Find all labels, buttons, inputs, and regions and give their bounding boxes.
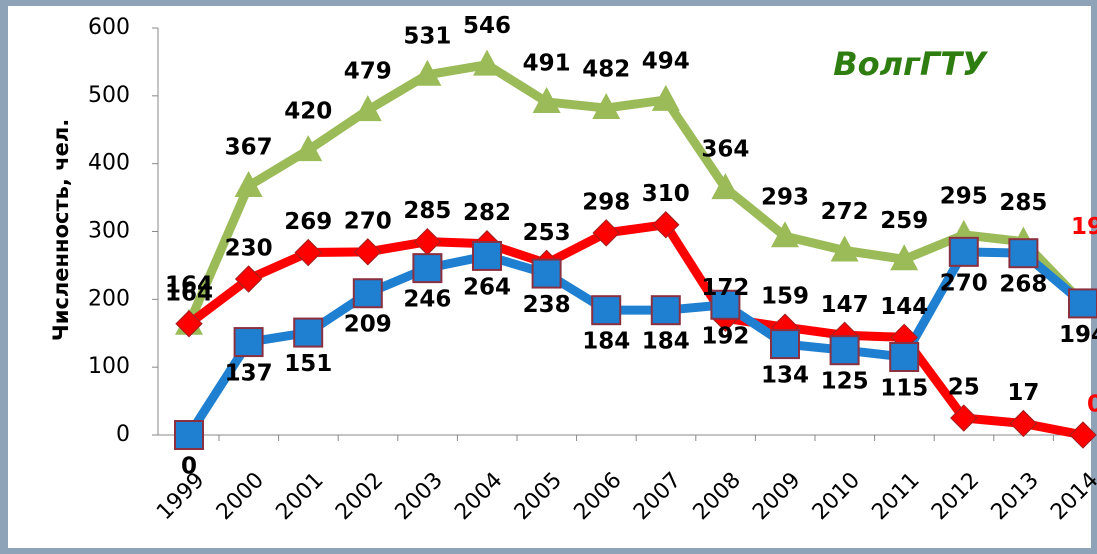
y-tick-label: 600 (88, 15, 130, 40)
point (472, 240, 502, 271)
data-label: 264 (463, 274, 511, 300)
point (650, 295, 681, 326)
y-tick-label: 0 (116, 422, 130, 447)
data-label: 310 (642, 181, 690, 207)
data-label: 144 (880, 294, 928, 320)
data-label: 125 (821, 369, 869, 395)
data-label: 367 (225, 135, 273, 161)
data-label: 0 (181, 454, 197, 480)
point (890, 244, 919, 271)
data-label: 209 (344, 312, 392, 338)
point (711, 173, 740, 200)
data-label: 164 (165, 272, 213, 298)
data-label: 282 (463, 200, 511, 226)
data-label: 192 (701, 323, 749, 349)
point (352, 278, 383, 309)
point (889, 341, 920, 372)
data-label: 285 (403, 198, 451, 224)
data-label: 134 (761, 363, 809, 389)
data-label: 295 (940, 183, 988, 209)
point (294, 238, 322, 267)
point (354, 238, 382, 266)
data-label: 172 (701, 275, 749, 301)
point (1009, 409, 1038, 438)
data-label: 531 (403, 23, 451, 49)
data-label: 17 (1007, 380, 1039, 406)
point (1068, 288, 1097, 319)
data-label: 269 (284, 209, 332, 235)
point (950, 404, 978, 432)
data-label: 482 (582, 57, 630, 83)
point (652, 211, 680, 239)
data-label: 159 (761, 284, 809, 310)
y-tick-label: 500 (88, 83, 130, 108)
chart-title: ВолгГТУ (833, 45, 988, 83)
data-label: 230 (225, 235, 273, 261)
point (710, 289, 741, 320)
data-label: 194 (1071, 214, 1097, 240)
data-label: 546 (463, 13, 511, 39)
point (353, 95, 382, 122)
point (771, 221, 799, 248)
data-label: 494 (642, 48, 690, 74)
data-label: 364 (701, 137, 749, 163)
point (532, 86, 561, 113)
point (175, 310, 203, 338)
point (1069, 421, 1097, 449)
data-label: 285 (999, 190, 1047, 216)
data-label: 194 (1059, 322, 1097, 348)
point (413, 59, 442, 86)
point (531, 258, 562, 289)
series-line (185, 247, 1086, 438)
data-label: 184 (582, 329, 630, 355)
data-label: 137 (225, 361, 273, 387)
point (473, 49, 501, 76)
point (234, 265, 263, 293)
point (651, 84, 680, 111)
point (591, 295, 622, 326)
point (948, 236, 979, 267)
point (234, 171, 263, 198)
point (1008, 238, 1039, 269)
point (174, 420, 204, 450)
data-label: 184 (642, 329, 690, 355)
y-tick-label: 100 (88, 354, 130, 379)
data-label: 0 (1087, 392, 1097, 418)
point (233, 327, 264, 358)
point (830, 235, 859, 262)
point (293, 317, 324, 348)
y-tick-label: 200 (88, 286, 130, 311)
series-line (184, 60, 1087, 326)
data-label: 253 (523, 220, 571, 246)
data-label: 420 (284, 99, 332, 125)
data-label: 151 (284, 351, 332, 377)
data-label: 246 (403, 287, 451, 313)
data-label: 270 (344, 208, 392, 234)
data-label: 115 (880, 375, 928, 401)
point (412, 253, 443, 284)
data-label: 293 (761, 185, 809, 211)
data-label: 270 (940, 270, 988, 296)
point (592, 93, 621, 120)
data-label: 268 (999, 272, 1047, 298)
point (294, 135, 323, 162)
data-label: 25 (948, 375, 980, 401)
y-tick-label: 300 (88, 219, 130, 244)
point (592, 219, 620, 247)
data-label: 238 (523, 292, 571, 318)
point (829, 335, 860, 366)
series-line (186, 220, 1084, 440)
data-label: 164 (165, 280, 213, 306)
data-label: 479 (344, 59, 392, 85)
data-label: 259 (880, 208, 928, 234)
y-tick-label: 400 (88, 151, 130, 176)
data-label: 147 (821, 292, 869, 318)
data-label: 298 (582, 189, 630, 215)
point (770, 329, 800, 360)
data-label: 272 (821, 199, 869, 225)
y-axis-label: Численность, чел. (49, 119, 73, 341)
data-label: 491 (523, 50, 571, 76)
